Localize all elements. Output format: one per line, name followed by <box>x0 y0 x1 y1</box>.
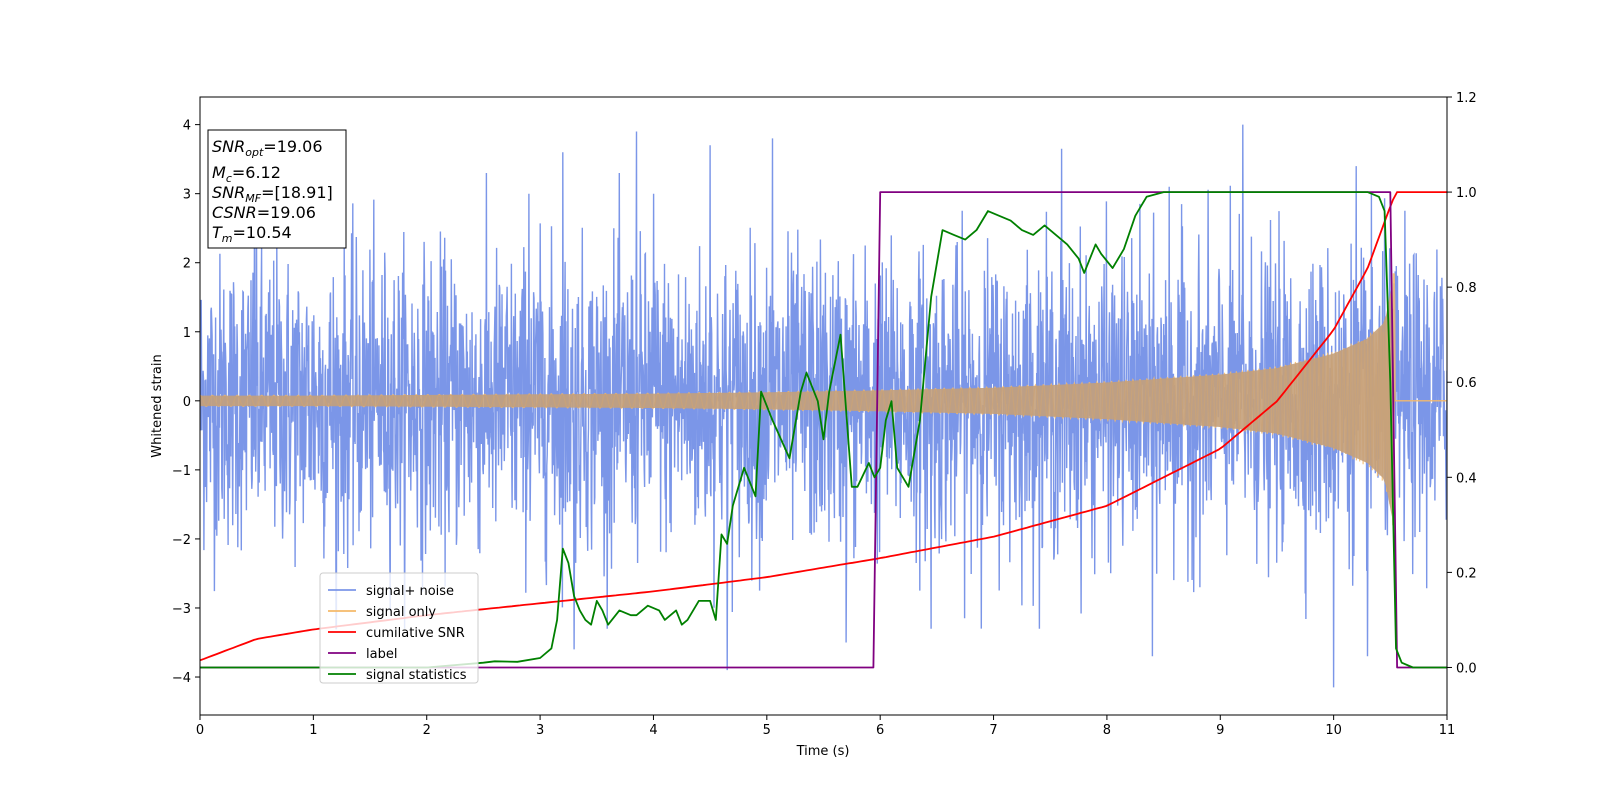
tm-annotation: Tm=10.54 <box>212 223 292 245</box>
x-axis: 0 1 2 3 4 5 6 7 8 9 10 11 <box>196 715 1455 738</box>
snr-opt-annotation: SNRopt=19.06 <box>212 137 323 159</box>
series-layer <box>200 124 1447 688</box>
x-tick-label: 3 <box>536 723 544 738</box>
y-tick-label: 4 <box>183 119 191 134</box>
y2-tick-label: 0.2 <box>1456 566 1477 581</box>
y-tick-label: 1 <box>183 326 191 341</box>
legend: signal+ noise signal only cumilative SNR la… <box>319 572 479 684</box>
x-tick-label: 6 <box>876 723 884 738</box>
legend-cumulative-snr: cumilative SNR <box>366 626 465 641</box>
y2-tick-label: 0.8 <box>1456 281 1477 296</box>
x-tick-label: 5 <box>763 723 771 738</box>
y-tick-label: 0 <box>183 395 191 410</box>
x-tick-label: 11 <box>1439 723 1456 738</box>
legend-signal-statistics: signal statistics <box>366 668 467 683</box>
plot-frame <box>199 96 1448 716</box>
plot-area <box>200 124 1447 688</box>
y-axis-left: 4 3 2 1 0 −1 −2 −3 −4 <box>172 119 200 686</box>
y2-tick-label: 1.0 <box>1456 186 1477 201</box>
x-tick-label: 10 <box>1325 723 1342 738</box>
legend-signal-noise: signal+ noise <box>366 584 454 599</box>
y-tick-label: −2 <box>172 533 191 548</box>
snr-mf-annotation: SNRMF=[18.91] <box>212 183 333 205</box>
series-signal-statistics <box>200 191 1447 669</box>
series-label <box>200 191 1447 669</box>
y2-tick-label: 1.2 <box>1456 91 1477 106</box>
x-tick-label: 2 <box>423 723 431 738</box>
y-tick-label: 3 <box>183 188 191 203</box>
legend-signal-only: signal only <box>366 605 436 620</box>
y2-tick-label: 0.4 <box>1456 471 1477 486</box>
x-tick-label: 8 <box>1103 723 1111 738</box>
y-tick-label: 2 <box>183 257 191 272</box>
csnr-annotation: CSNR=19.06 <box>212 203 316 222</box>
x-tick-label: 1 <box>309 723 317 738</box>
y2-tick-label: 0.0 <box>1456 661 1477 676</box>
metrics-annotation-box: SNRopt=19.06 Mc=6.12 SNRMF=[18.91] CSNR=… <box>207 129 347 249</box>
x-axis-label: Time (s) <box>796 744 850 759</box>
legend-label: label <box>366 647 397 662</box>
x-tick-label: 9 <box>1216 723 1224 738</box>
y-axis-label: Whitened strain <box>150 354 165 457</box>
series-signal-noise <box>200 124 1447 688</box>
x-tick-label: 7 <box>989 723 997 738</box>
y-axis-right: 1.2 1.0 0.8 0.6 0.4 0.2 0.0 <box>1447 91 1477 676</box>
x-tick-label: 0 <box>196 723 204 738</box>
y-tick-label: −4 <box>172 671 191 686</box>
mc-annotation: Mc=6.12 <box>212 163 281 185</box>
signal-only-envelope-fill <box>200 285 1395 517</box>
y-tick-label: −3 <box>172 602 191 617</box>
y-tick-label: −1 <box>172 464 191 479</box>
y2-tick-label: 0.6 <box>1456 376 1477 391</box>
x-tick-label: 4 <box>649 723 657 738</box>
